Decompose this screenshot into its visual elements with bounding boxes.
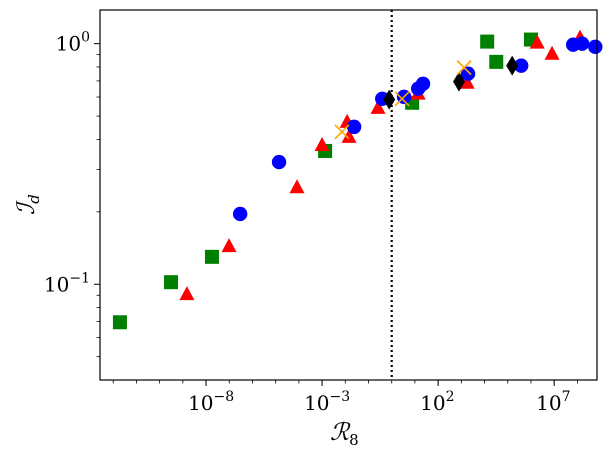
y-axis-label: ℐd	[12, 194, 43, 215]
crosse-marker	[334, 124, 350, 140]
diamond-marker	[506, 55, 519, 76]
data-markers	[112, 10, 603, 380]
circle-marker	[271, 154, 287, 170]
crosse-marker	[456, 60, 472, 76]
triangle-marker	[544, 45, 560, 60]
square-marker	[164, 275, 179, 290]
axis-ticks: 10−8 10−3 102 107 100 10−1	[44, 30, 578, 415]
circle-marker	[460, 66, 476, 81]
triangle-marker	[314, 137, 330, 152]
x-tick-label: 10−3	[304, 389, 350, 415]
diamond-marker	[453, 71, 466, 92]
triangle-marker	[289, 179, 305, 194]
plot-frame	[99, 9, 598, 381]
circle-marker	[588, 39, 603, 55]
triangle-marker	[459, 74, 475, 89]
y-tick-label: 10−1	[44, 270, 90, 296]
triangle-marker	[221, 238, 237, 253]
circle-marker	[514, 58, 529, 73]
triangle-marker	[341, 128, 357, 143]
square-marker	[489, 54, 504, 69]
triangle-marker	[370, 99, 386, 114]
y-tick-label: 100	[56, 30, 90, 56]
circle-marker	[346, 119, 362, 135]
circle-marker	[415, 76, 431, 91]
x-axis-label: ℛ8	[330, 418, 359, 449]
crosse-marker	[394, 91, 410, 107]
x-tick-label: 102	[420, 389, 454, 415]
circle-marker	[232, 206, 248, 222]
triangle-marker	[179, 286, 195, 301]
diamond-marker	[383, 89, 396, 110]
triangle-marker	[529, 34, 545, 49]
square-marker	[112, 315, 127, 330]
square-marker	[480, 34, 495, 49]
x-tick-label: 107	[536, 389, 570, 415]
square-marker	[204, 249, 219, 264]
x-tick-label: 10−8	[188, 389, 234, 415]
circle-marker	[574, 36, 590, 51]
